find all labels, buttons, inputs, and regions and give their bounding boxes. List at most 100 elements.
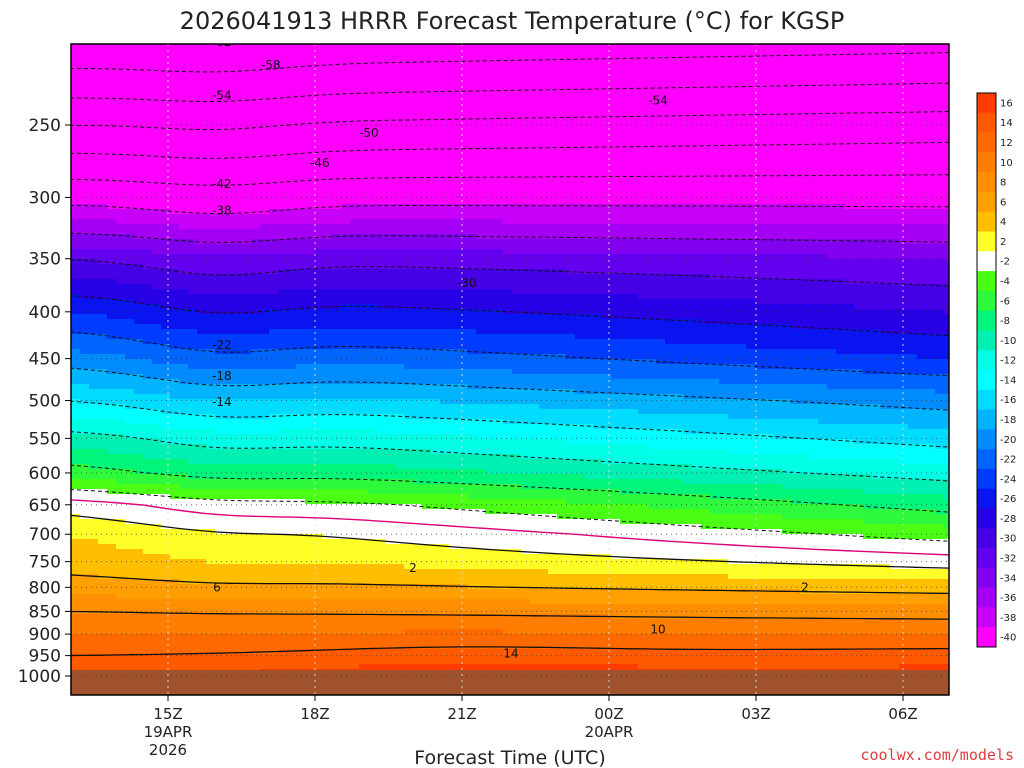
temperature-cell — [233, 639, 243, 645]
temperature-cell — [377, 174, 387, 180]
temperature-cell — [125, 134, 135, 140]
temperature-cell — [404, 449, 414, 455]
temperature-cell — [359, 549, 369, 555]
temperature-cell — [296, 319, 306, 325]
temperature-cell — [323, 179, 333, 185]
temperature-cell — [314, 654, 324, 660]
temperature-cell — [359, 139, 369, 145]
temperature-cell — [314, 354, 324, 360]
temperature-cell — [107, 444, 117, 450]
temperature-cell — [98, 89, 108, 95]
temperature-cell — [368, 49, 378, 55]
temperature-cell — [107, 249, 117, 255]
temperature-cell — [224, 164, 234, 170]
temperature-cell — [116, 269, 126, 275]
temperature-cell — [296, 624, 306, 630]
temperature-cell — [134, 179, 144, 185]
temperature-cell — [152, 424, 162, 430]
temperature-cell — [143, 209, 153, 215]
temperature-cell — [395, 464, 405, 470]
temperature-cell — [386, 544, 396, 550]
temperature-cell — [386, 294, 396, 300]
temperature-cell — [206, 569, 216, 575]
temperature-cell — [188, 584, 198, 590]
temperature-cell — [116, 374, 126, 380]
temperature-cell — [116, 134, 126, 140]
temperature-cell — [377, 64, 387, 70]
temperature-cell — [89, 74, 99, 80]
temperature-cell — [188, 294, 198, 300]
temperature-cell — [278, 479, 288, 485]
temperature-cell — [134, 299, 144, 305]
temperature-cell — [89, 549, 99, 555]
temperature-cell — [368, 604, 378, 610]
temperature-cell — [224, 449, 234, 455]
temperature-cell — [368, 59, 378, 65]
temperature-cell — [98, 504, 108, 510]
temperature-cell — [80, 274, 90, 280]
temperature-cell — [125, 509, 135, 515]
temperature-cell — [404, 569, 414, 575]
temperature-cell — [80, 344, 90, 350]
temperature-cell — [287, 159, 297, 165]
temperature-cell — [161, 194, 171, 200]
temperature-cell — [170, 454, 180, 460]
temperature-cell — [179, 279, 189, 285]
temperature-cell — [134, 504, 144, 510]
temperature-cell — [305, 314, 315, 320]
temperature-cell — [395, 509, 405, 515]
temperature-cell — [395, 559, 405, 565]
temperature-cell — [395, 234, 405, 240]
temperature-cell — [179, 544, 189, 550]
temperature-cell — [404, 244, 414, 250]
temperature-cell — [233, 644, 243, 650]
temperature-cell — [224, 54, 234, 60]
temperature-cell — [152, 544, 162, 550]
temperature-cell — [98, 344, 108, 350]
temperature-cell — [359, 94, 369, 100]
temperature-cell — [188, 569, 198, 575]
temperature-cell — [179, 564, 189, 570]
temperature-cell — [251, 524, 261, 530]
temperature-cell — [350, 459, 360, 465]
temperature-cell — [404, 329, 414, 335]
temperature-cell — [179, 229, 189, 235]
temperature-cell — [341, 384, 351, 390]
temperature-cell — [80, 169, 90, 175]
temperature-cell — [224, 379, 234, 385]
temperature-cell — [233, 64, 243, 70]
temperature-cell — [287, 204, 297, 210]
temperature-cell — [89, 484, 99, 490]
temperature-cell — [350, 259, 360, 265]
temperature-cell — [395, 609, 405, 615]
temperature-cell — [395, 569, 405, 575]
temperature-cell — [341, 629, 351, 635]
temperature-cell — [89, 259, 99, 265]
temperature-cell — [107, 199, 117, 205]
temperature-cell — [197, 379, 207, 385]
temperature-cell — [395, 134, 405, 140]
temperature-cell — [368, 309, 378, 315]
temperature-cell — [287, 179, 297, 185]
temperature-cell — [350, 64, 360, 70]
temperature-cell — [287, 474, 297, 480]
temperature-cell — [206, 589, 216, 595]
temperature-cell — [305, 294, 315, 300]
temperature-cell — [395, 584, 405, 590]
temperature-cell — [80, 519, 90, 525]
temperature-cell — [278, 424, 288, 430]
temperature-cell — [386, 649, 396, 655]
temperature-cell — [260, 119, 270, 125]
temperature-cell — [296, 169, 306, 175]
temperature-cell — [116, 74, 126, 80]
temperature-cell — [341, 309, 351, 315]
temperature-cell — [98, 129, 108, 135]
temperature-cell — [332, 364, 342, 370]
temperature-cell — [152, 464, 162, 470]
temperature-cell — [341, 609, 351, 615]
temperature-cell — [278, 244, 288, 250]
temperature-cell — [278, 464, 288, 470]
temperature-cell — [251, 139, 261, 145]
temperature-cell — [341, 144, 351, 150]
temperature-cell — [98, 154, 108, 160]
